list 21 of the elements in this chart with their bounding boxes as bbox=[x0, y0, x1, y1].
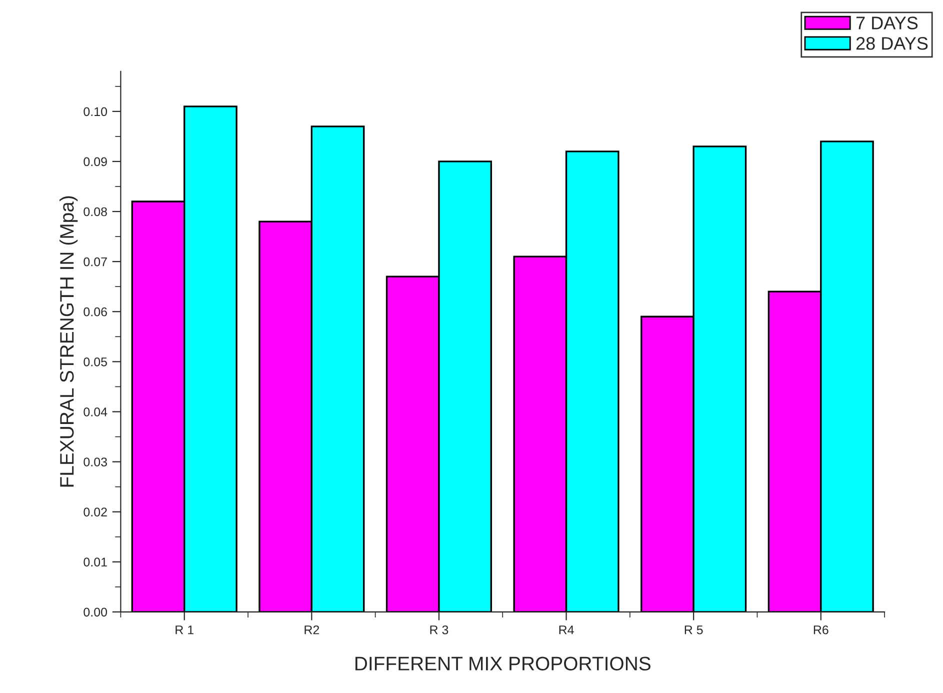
x-axis-title: DIFFERENT MIX PROPORTIONS bbox=[355, 656, 650, 670]
legend-label: 28 DAYS bbox=[856, 37, 928, 50]
x-tick-label: R4 bbox=[559, 626, 574, 634]
x-tick-label: R6 bbox=[814, 625, 828, 634]
x-tick-label: R 3 bbox=[430, 625, 448, 634]
y-tick-label: 0.03 bbox=[84, 458, 107, 466]
y-tick-label: 0.10 bbox=[84, 107, 108, 116]
x-tick-label: R 5 bbox=[684, 626, 703, 634]
y-tick-label: 0.09 bbox=[84, 157, 107, 166]
y-tick-label: 0.06 bbox=[84, 307, 107, 316]
y-tick-label: 0.08 bbox=[84, 207, 107, 216]
x-tick-label: R2 bbox=[304, 625, 320, 634]
y-tick-label: 0.01 bbox=[84, 558, 107, 567]
y-tick-label: 0.05 bbox=[84, 357, 107, 366]
y-tick-label: 0.04 bbox=[84, 408, 108, 416]
y-axis-title: FLEXURAL STRENGTH IN (Mpa) bbox=[60, 196, 78, 487]
y-tick-label: 0.07 bbox=[84, 257, 107, 266]
y-tick-label: 0.02 bbox=[84, 508, 107, 516]
y-tick-label: 0.00 bbox=[84, 608, 108, 617]
legend-label: 7 DAYS bbox=[856, 16, 918, 30]
x-tick-label: R 1 bbox=[176, 626, 194, 634]
